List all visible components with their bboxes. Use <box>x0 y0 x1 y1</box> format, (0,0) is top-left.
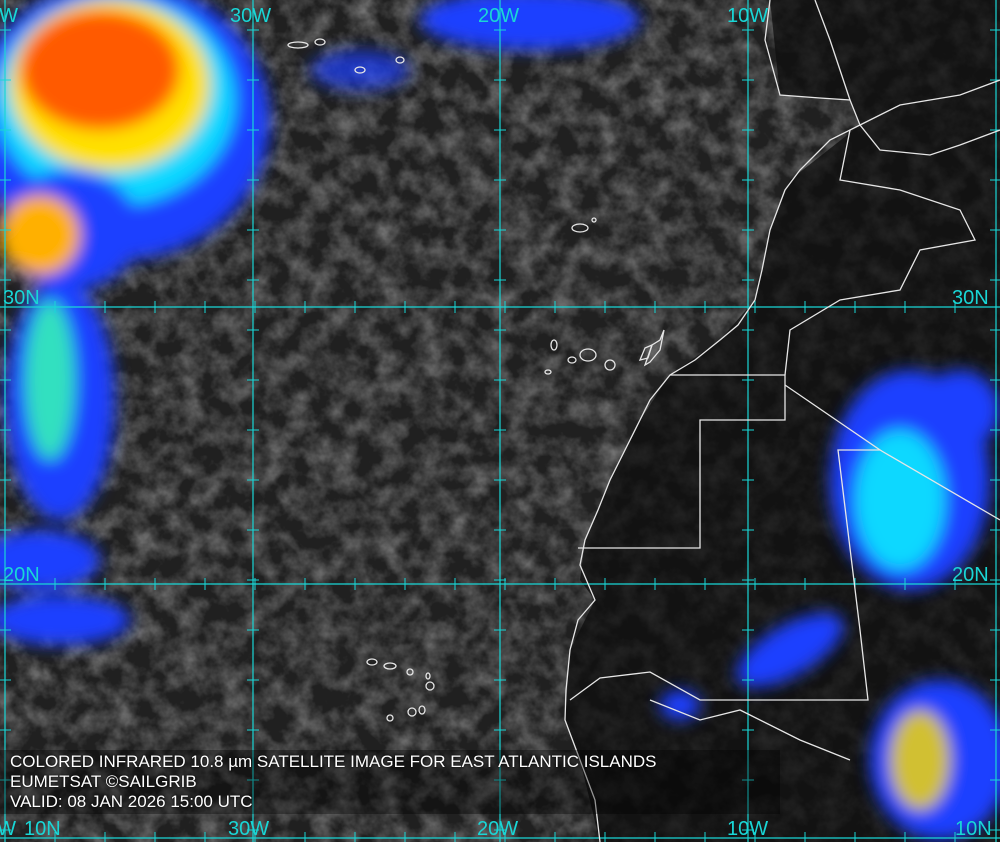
lon-label-bottom-10w: 10W <box>727 818 769 840</box>
lat-label-right-10n: 10N <box>955 818 992 840</box>
graticule-ticks <box>0 29 1000 842</box>
lon-label-bottom-40w: 0W <box>0 818 16 840</box>
lat-label-left-10n: 10N <box>24 818 61 840</box>
lat-label-right-20n: 20N <box>952 564 989 586</box>
lat-label-left-20n: 20N <box>3 564 40 586</box>
lon-label-top-20w: 20W <box>478 5 520 27</box>
caption-title: COLORED INFRARED 10.8 µm SATELLITE IMAGE… <box>10 752 657 771</box>
lon-label-bottom-20w: 20W <box>477 818 519 840</box>
caption-valid-time: VALID: 08 JAN 2026 15:00 UTC <box>10 792 253 811</box>
caption-backdrop <box>0 750 780 814</box>
caption-credit: EUMETSAT ©SAILGRIB <box>10 772 197 791</box>
africa-land <box>565 0 1000 842</box>
lon-label-top-10w: 10W <box>727 5 769 27</box>
lon-label-bottom-30w: 30W <box>228 818 270 840</box>
lat-label-left-30n: 30N <box>3 287 40 309</box>
coastlines <box>287 0 1000 842</box>
lat-label-right-30n: 30N <box>952 287 989 309</box>
lon-label-top-30w: 30W <box>230 5 272 27</box>
lon-label-top-40w: 0W <box>0 5 18 27</box>
image-caption: COLORED INFRARED 10.8 µm SATELLITE IMAGE… <box>10 752 657 812</box>
